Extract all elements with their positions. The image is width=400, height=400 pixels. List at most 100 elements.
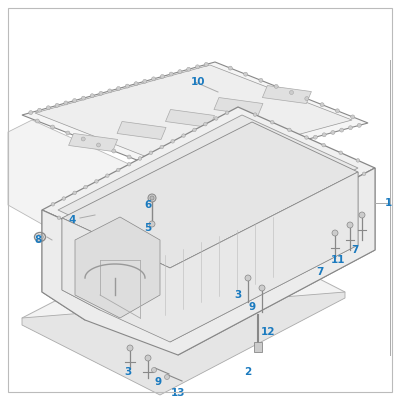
Circle shape <box>66 131 70 135</box>
Polygon shape <box>75 217 160 318</box>
Circle shape <box>259 285 265 291</box>
Circle shape <box>73 191 76 195</box>
Circle shape <box>95 180 98 183</box>
Circle shape <box>99 91 103 95</box>
Polygon shape <box>62 172 358 342</box>
Circle shape <box>38 108 42 112</box>
Polygon shape <box>42 210 178 320</box>
Circle shape <box>164 374 170 380</box>
Circle shape <box>149 221 155 227</box>
Polygon shape <box>22 222 345 388</box>
Circle shape <box>148 194 156 202</box>
Circle shape <box>152 77 156 81</box>
Circle shape <box>313 135 317 139</box>
Polygon shape <box>22 292 345 395</box>
Polygon shape <box>8 120 175 240</box>
Circle shape <box>304 138 308 142</box>
Circle shape <box>209 253 213 256</box>
Circle shape <box>62 197 66 200</box>
Polygon shape <box>214 98 263 116</box>
Circle shape <box>171 140 174 143</box>
Circle shape <box>339 151 342 154</box>
Circle shape <box>296 140 300 144</box>
Circle shape <box>356 158 360 162</box>
Text: 13: 13 <box>171 388 185 398</box>
Circle shape <box>138 157 142 160</box>
Circle shape <box>208 164 212 168</box>
Polygon shape <box>170 172 358 342</box>
Circle shape <box>331 130 335 134</box>
Circle shape <box>145 355 151 361</box>
Circle shape <box>182 171 186 175</box>
Circle shape <box>305 136 308 139</box>
Circle shape <box>116 86 120 90</box>
Text: 6: 6 <box>144 200 152 210</box>
Text: 11: 11 <box>331 255 345 265</box>
Polygon shape <box>117 122 166 140</box>
Circle shape <box>296 207 300 210</box>
Circle shape <box>318 195 322 199</box>
Circle shape <box>51 202 55 206</box>
Circle shape <box>55 103 59 107</box>
Circle shape <box>160 74 164 78</box>
Polygon shape <box>42 107 375 272</box>
Circle shape <box>187 264 191 268</box>
Circle shape <box>225 111 229 114</box>
Circle shape <box>127 162 131 166</box>
Circle shape <box>351 115 355 119</box>
Circle shape <box>214 117 218 120</box>
Circle shape <box>96 143 100 147</box>
Circle shape <box>340 184 344 187</box>
Text: 8: 8 <box>34 235 42 245</box>
Circle shape <box>143 79 147 83</box>
Circle shape <box>234 156 238 160</box>
Circle shape <box>82 96 86 100</box>
Circle shape <box>253 113 257 116</box>
Text: 3: 3 <box>124 367 132 377</box>
Polygon shape <box>35 65 352 168</box>
Circle shape <box>220 247 224 251</box>
Circle shape <box>242 236 246 239</box>
Circle shape <box>259 78 263 82</box>
Circle shape <box>252 152 256 156</box>
Circle shape <box>127 155 131 159</box>
Circle shape <box>357 123 361 127</box>
Text: 10: 10 <box>191 77 205 87</box>
Circle shape <box>270 147 274 151</box>
Text: 2: 2 <box>244 367 252 377</box>
Circle shape <box>187 67 191 71</box>
Circle shape <box>217 161 221 165</box>
Circle shape <box>196 65 200 69</box>
Text: 9: 9 <box>248 302 256 312</box>
Circle shape <box>112 149 116 153</box>
Circle shape <box>150 196 154 200</box>
Circle shape <box>204 62 208 66</box>
Text: 1: 1 <box>384 198 392 208</box>
Circle shape <box>152 368 156 372</box>
Circle shape <box>46 106 50 110</box>
Circle shape <box>159 262 163 266</box>
Polygon shape <box>58 115 358 265</box>
Circle shape <box>362 172 366 176</box>
Circle shape <box>134 82 138 86</box>
Circle shape <box>108 239 112 243</box>
Polygon shape <box>22 62 368 175</box>
Circle shape <box>305 97 309 101</box>
Circle shape <box>29 110 33 114</box>
Text: 4: 4 <box>68 215 76 225</box>
Circle shape <box>90 94 94 98</box>
Circle shape <box>73 98 77 102</box>
Circle shape <box>288 128 291 132</box>
Circle shape <box>322 143 326 147</box>
Circle shape <box>57 216 61 220</box>
Circle shape <box>330 189 333 193</box>
Circle shape <box>287 142 291 146</box>
Circle shape <box>106 174 109 178</box>
Circle shape <box>348 126 352 130</box>
Circle shape <box>335 109 339 113</box>
Circle shape <box>270 120 274 124</box>
Circle shape <box>264 224 267 228</box>
Bar <box>254 342 262 352</box>
Circle shape <box>91 232 95 235</box>
Text: 9: 9 <box>154 377 162 387</box>
